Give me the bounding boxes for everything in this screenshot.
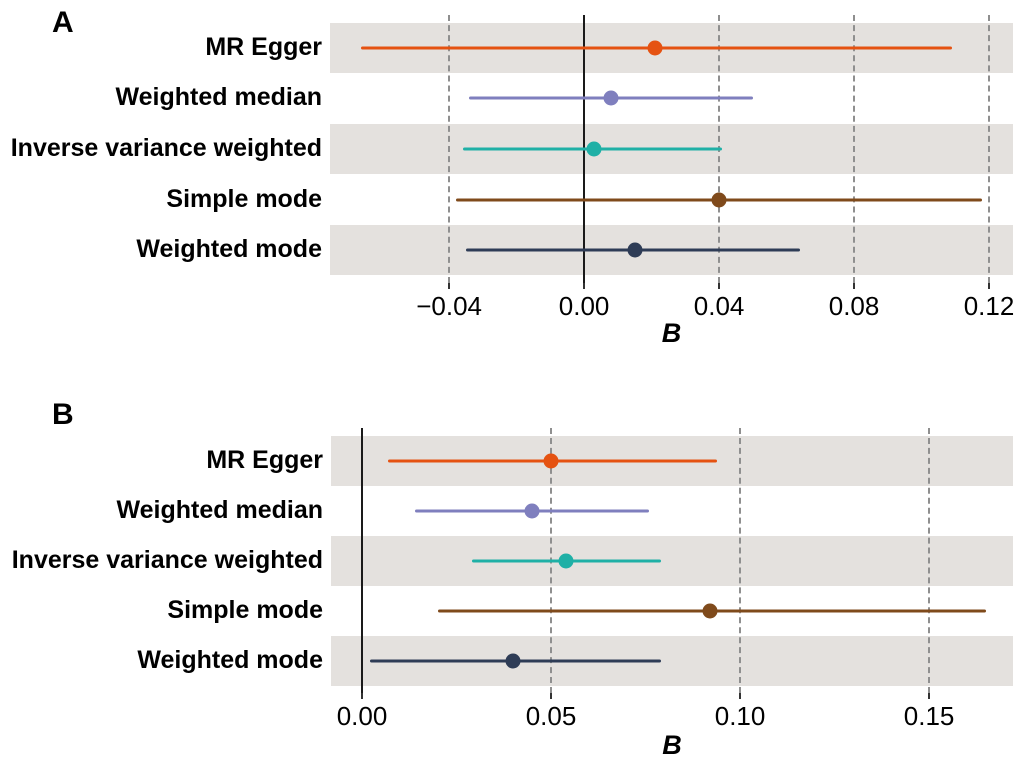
estimate-point [543, 453, 559, 468]
x-axis-tick-label: 0.15 [903, 701, 955, 731]
category-label: Weighted mode [137, 645, 323, 674]
category-label: Inverse variance weighted [10, 134, 322, 162]
category-label: MR Egger [205, 32, 322, 61]
estimate-point [627, 242, 643, 258]
confidence-interval-line [388, 459, 718, 462]
confidence-interval-line [465, 248, 801, 252]
confidence-interval-line [455, 198, 983, 202]
x-axis-tick [550, 693, 553, 699]
dashed-gridline [739, 428, 742, 693]
estimate-point [505, 653, 521, 668]
row-stripe [330, 123, 1013, 175]
estimate-point [586, 141, 602, 157]
category-label: Inverse variance weighted [11, 545, 323, 574]
category-label: Weighted median [115, 83, 322, 112]
category-label: Weighted mode [136, 235, 322, 264]
category-label: Simple mode [166, 184, 322, 213]
confidence-interval-line [469, 96, 753, 100]
x-axis-tick-label: 0.08 [828, 291, 880, 321]
panel-b-label: B [52, 398, 74, 431]
estimate-point [558, 553, 574, 568]
zero-reference-line [361, 428, 363, 693]
x-axis-tick-label: 0.10 [714, 701, 766, 731]
estimate-point [647, 40, 663, 56]
category-label: Weighted median [116, 495, 323, 524]
confidence-interval-line [437, 609, 986, 612]
x-axis-tick [739, 693, 742, 699]
dashed-gridline [928, 428, 931, 693]
estimate-point [603, 90, 619, 106]
confidence-interval-line [462, 147, 723, 151]
confidence-interval-line [369, 659, 661, 662]
category-label: MR Egger [206, 445, 323, 474]
x-axis-title: B [662, 730, 682, 759]
x-axis-tick [583, 283, 586, 289]
row-stripe [330, 224, 1013, 276]
dashed-gridline [718, 15, 721, 283]
dashed-gridline [853, 15, 856, 283]
x-axis-tick-label: 0.00 [558, 291, 610, 321]
x-axis-tick [928, 693, 931, 699]
x-axis-tick-label: 0.04 [693, 291, 745, 321]
x-axis-tick [361, 693, 363, 699]
estimate-point [702, 603, 718, 618]
row-stripe [331, 635, 1013, 686]
confidence-interval-line [414, 509, 650, 512]
x-axis-tick [718, 283, 721, 289]
category-label: Simple mode [167, 595, 323, 624]
estimate-point [524, 503, 540, 518]
x-axis-tick [853, 283, 856, 289]
dashed-gridline [988, 15, 991, 283]
row-stripe [331, 535, 1013, 586]
confidence-interval-line [471, 559, 661, 562]
x-axis-tick [448, 283, 451, 289]
row-stripe [331, 435, 1013, 486]
panel-a-label: A [52, 6, 74, 39]
x-axis-title: B [661, 318, 682, 348]
confidence-interval-line [361, 46, 952, 50]
zero-reference-line [583, 15, 586, 283]
x-axis-tick-label: 0.05 [525, 701, 577, 731]
x-axis-tick-label: 0.00 [336, 701, 388, 731]
dashed-gridline [448, 15, 451, 283]
estimate-point [711, 192, 727, 208]
x-axis-tick-label: 0.12 [963, 291, 1015, 321]
row-stripe [330, 22, 1013, 74]
x-axis-tick-label: −0.04 [416, 291, 483, 321]
dashed-gridline [550, 428, 553, 693]
x-axis-tick [988, 283, 991, 289]
